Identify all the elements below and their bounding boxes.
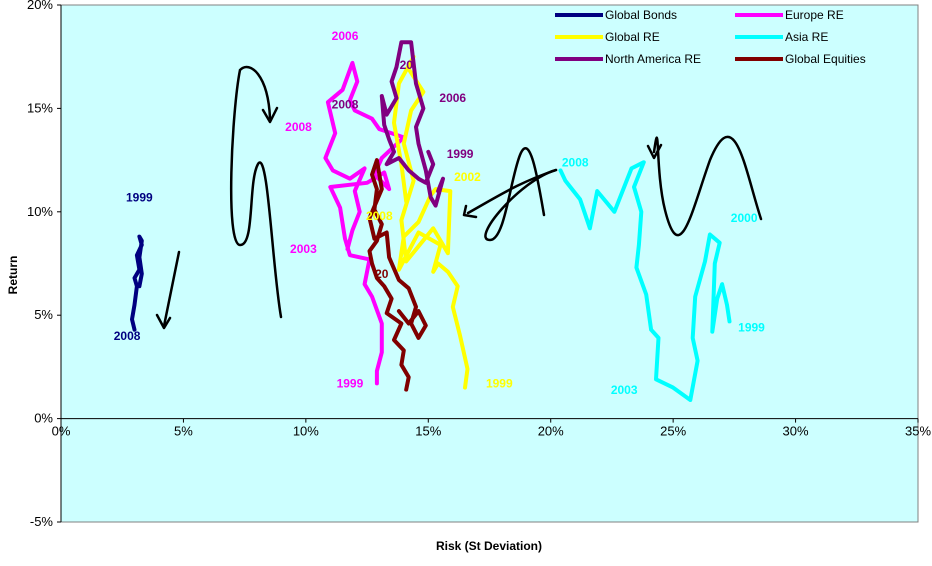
hand-drawn-arrow (652, 135, 763, 237)
year-label: 1999 (738, 321, 765, 335)
y-tick-label: 0% (34, 411, 53, 426)
annotation-layer: 1999 2008 2006 2008 2003 1999 2008 2006 1999 20 20… (114, 29, 765, 397)
legend-label-global-equities: Global Equities (785, 52, 866, 66)
x-tick-label: 35% (905, 424, 931, 439)
legend-label-global-re: Global RE (605, 30, 660, 44)
year-label: 1999 (447, 147, 474, 161)
legend-label-asia-re: Asia RE (785, 30, 828, 44)
legend: Global Bonds Europe RE Global RE Asia RE Nor… (555, 8, 866, 66)
x-tick-label: 30% (783, 424, 809, 439)
series-line-asia-re (558, 160, 732, 402)
year-label: 2008 (114, 329, 141, 343)
x-tick-label: 0% (52, 424, 71, 439)
legend-label-global-bonds: Global Bonds (605, 8, 677, 22)
y-tick-label: 15% (27, 100, 53, 115)
year-label: 2008 (332, 97, 359, 111)
y-tick-label: -5% (30, 514, 54, 529)
arrowhead (646, 143, 663, 160)
year-label: 2008 (285, 120, 312, 134)
arrowhead (261, 106, 279, 124)
series-line-global-bonds (130, 234, 144, 332)
y-tick-label: 20% (27, 0, 53, 12)
x-tick-label: 20% (538, 424, 564, 439)
x-tick-label: 15% (415, 424, 441, 439)
year-label: 20 (400, 58, 414, 72)
year-label: 1999 (126, 190, 153, 204)
hand-drawn-arrow (484, 147, 558, 242)
year-label: 1999 (486, 377, 513, 391)
year-label: 20 (375, 267, 389, 281)
plot-area (60, 4, 919, 523)
arrowhead (155, 313, 172, 330)
legend-label-europe-re: Europe RE (785, 8, 844, 22)
y-tick-label: 5% (34, 307, 53, 322)
year-label: 2006 (439, 91, 466, 105)
series-layer (130, 40, 732, 402)
series-line-global-equities (367, 158, 428, 392)
x-axis-title: Risk (St Deviation) (436, 539, 542, 553)
year-label: 2006 (332, 29, 359, 43)
series-line-europe-re (323, 60, 406, 386)
x-tick-label: 25% (660, 424, 686, 439)
year-label: 2003 (611, 383, 638, 397)
series-line-north-america-re (379, 40, 445, 208)
hand-drawn-arrow (162, 250, 181, 328)
year-label: 2003 (290, 242, 317, 256)
y-tick-label: 10% (27, 204, 53, 219)
series-line-global-re (392, 54, 470, 390)
hand-drawn-arrow (229, 65, 283, 319)
y-axis-title: Return (6, 256, 20, 295)
x-tick-label: 5% (174, 424, 193, 439)
year-label: 1999 (337, 377, 364, 391)
hand-drawn-arrows (155, 65, 763, 330)
year-label: 2008 (562, 155, 589, 169)
year-label: 2002 (454, 170, 481, 184)
year-label: 2008 (366, 209, 393, 223)
legend-label-north-america-re: North America RE (605, 52, 701, 66)
axes-layer: -5% 0% 5% 10% 15% 20% 0% 5% 10% 15% 20% 25% 30% 35% (27, 0, 931, 529)
x-tick-label: 10% (293, 424, 319, 439)
year-label: 2000 (731, 211, 758, 225)
arrowhead (462, 204, 478, 219)
